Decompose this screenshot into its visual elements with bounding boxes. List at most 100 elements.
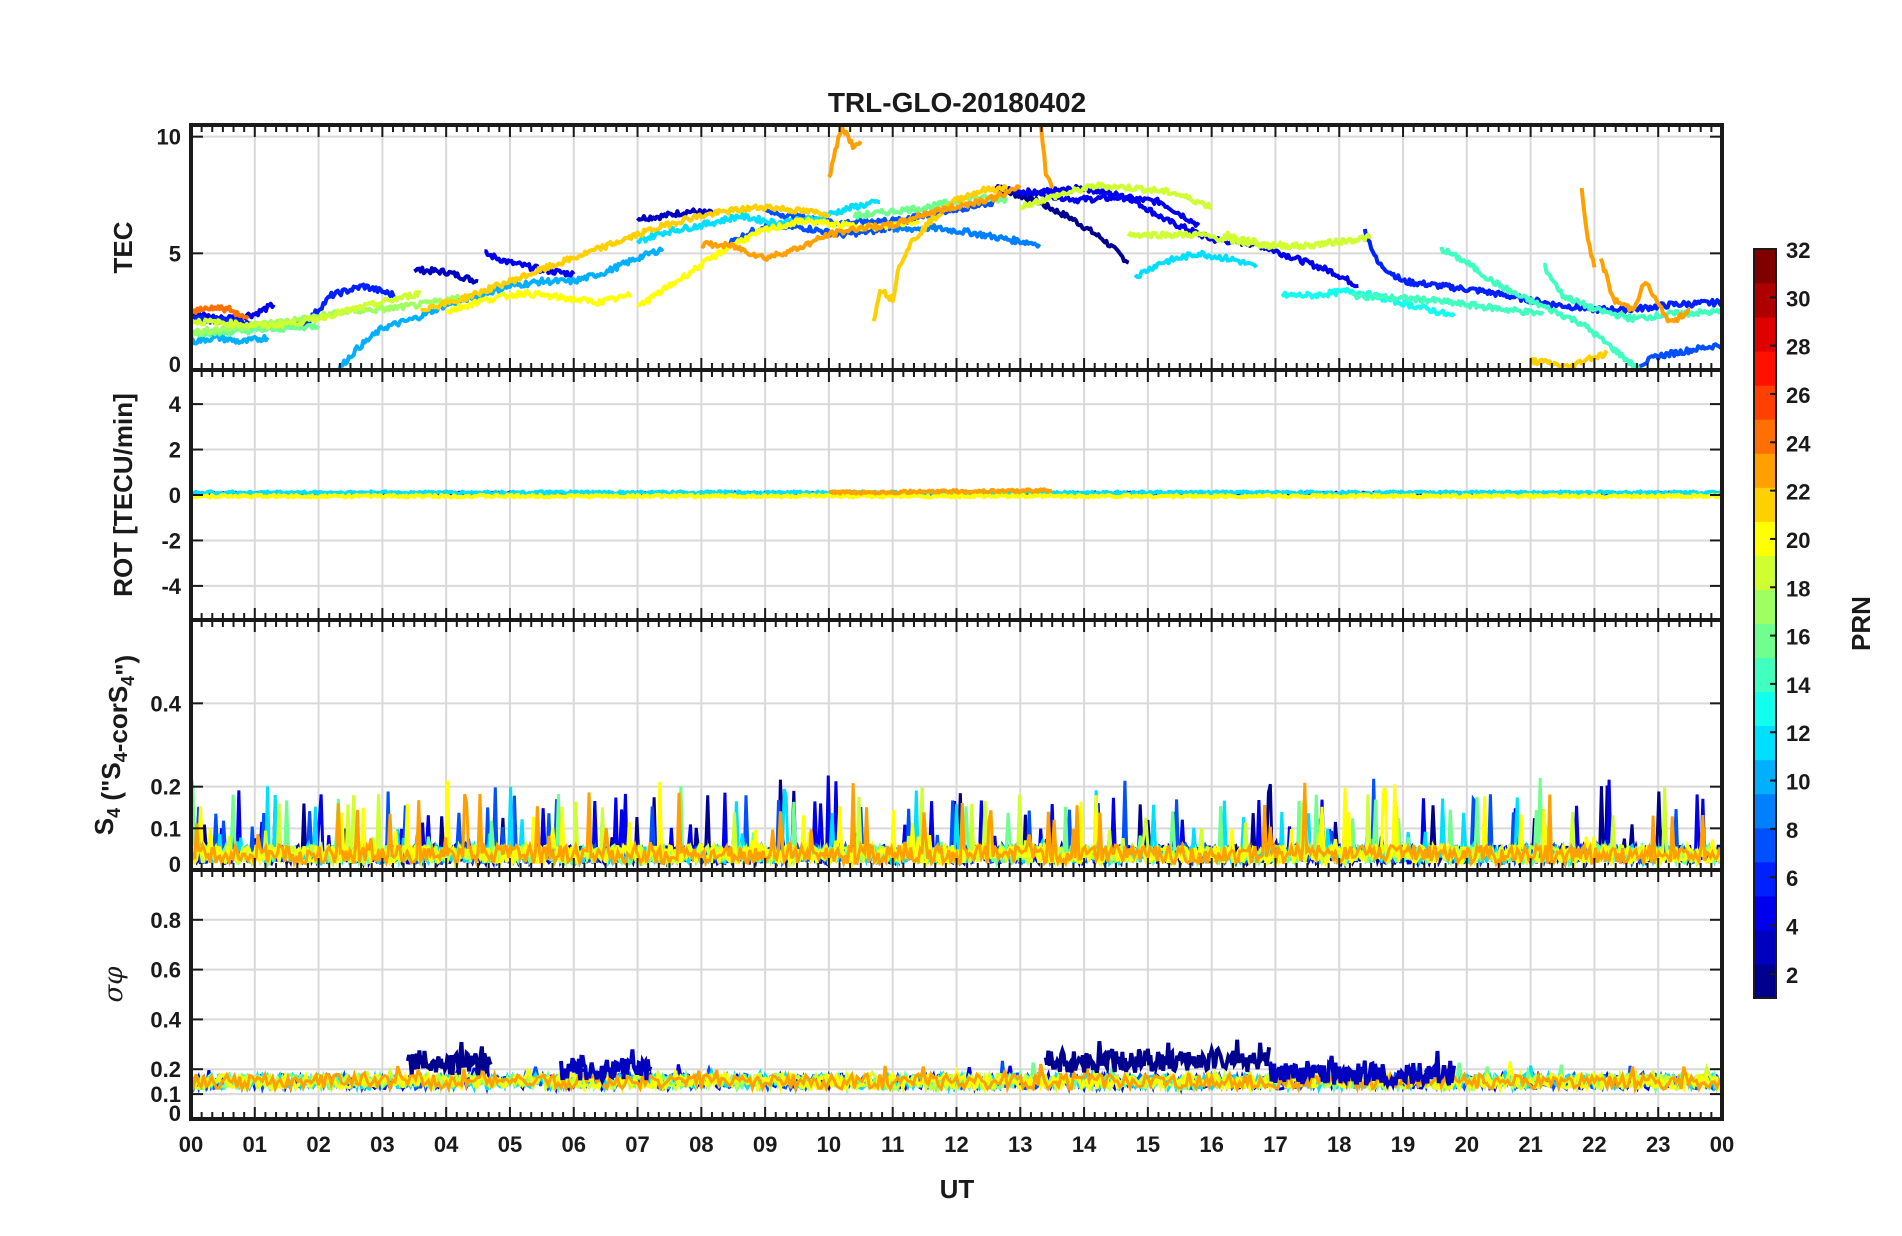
colorbar-swatch	[1754, 283, 1776, 318]
y-axis-label-part: ")	[110, 655, 140, 676]
colorbar-tick-label: 2	[1786, 963, 1798, 988]
series-line-prn-20	[191, 492, 1722, 500]
series-line-prn-3	[636, 207, 715, 223]
colorbar-swatch	[1754, 487, 1776, 522]
y-axis-label-part: 4	[111, 752, 131, 762]
series-line-prn-18	[191, 290, 422, 330]
y-tick-label: 0.4	[150, 691, 181, 716]
x-tick-label: 17	[1263, 1132, 1287, 1157]
series-line-prn-23	[191, 1063, 1722, 1095]
x-tick-label: 12	[944, 1132, 968, 1157]
series-line-prn-23	[827, 125, 863, 179]
series-line-prn-2	[1043, 1039, 1272, 1076]
x-tick-label: 20	[1455, 1132, 1479, 1157]
colorbar-tick-label: 28	[1786, 335, 1810, 360]
colorbar-tick-label: 20	[1786, 528, 1810, 553]
x-tick-label: 10	[817, 1132, 841, 1157]
panel-s4: 00.10.20.4S4 ("S4-corS4")	[89, 618, 1724, 877]
colorbar-swatch	[1754, 317, 1776, 352]
colorbar-frame	[1753, 248, 1777, 999]
x-tick-label: 02	[306, 1132, 330, 1157]
colorbar-swatch	[1754, 453, 1776, 488]
y-tick-label: 0.2	[150, 775, 181, 800]
y-axis-label-part: -corS	[103, 686, 133, 752]
colorbar-swatch	[1754, 963, 1776, 999]
series-line-prn-16	[852, 193, 1009, 220]
series-line-prn-12	[635, 198, 881, 245]
series-line-prn-5	[994, 184, 1201, 228]
y-tick-label: 10	[157, 125, 181, 150]
colorbar-swatch	[1754, 929, 1776, 965]
x-tick-label: 06	[562, 1132, 586, 1157]
x-tick-label: 13	[1008, 1132, 1032, 1157]
y-tick-label: 0.8	[150, 908, 181, 933]
series-group	[191, 125, 1722, 370]
series-line-prn-9	[892, 222, 1042, 249]
series-group	[191, 487, 1722, 500]
colorbar-tick-label: 10	[1786, 770, 1810, 795]
x-tick-label: 22	[1582, 1132, 1606, 1157]
colorbar-swatch	[1754, 657, 1776, 693]
y-axis-label-part: 4	[104, 808, 124, 818]
y-tick-label: -4	[161, 574, 181, 599]
colorbar-swatch	[1754, 419, 1776, 454]
series-line-prn-22	[1530, 349, 1609, 370]
y-tick-label: 0	[169, 483, 181, 508]
colorbar-tick-label: 4	[1786, 915, 1799, 940]
colorbar-tick-label: 22	[1786, 480, 1810, 505]
series-group	[191, 775, 1722, 870]
series-line-prn-8	[1630, 342, 1722, 370]
series-line-prn-23	[700, 184, 1022, 262]
colorbar-label: PRN	[1846, 596, 1876, 651]
y-axis-label-tec: TEC	[108, 221, 138, 273]
series-line-prn-11	[1133, 249, 1258, 280]
series-line-prn-13	[1280, 287, 1456, 318]
y-axis-label-sigma-phi: σφ	[99, 966, 129, 1003]
colorbar-tick-label: 14	[1786, 673, 1811, 698]
series-line-prn-3	[413, 265, 479, 285]
colorbar-tick-label: 32	[1786, 238, 1810, 263]
colorbar-swatch	[1754, 385, 1776, 420]
y-tick-label: 0.1	[150, 1082, 181, 1107]
y-tick-label: 4	[169, 392, 182, 417]
colorbar-tick-label: 26	[1786, 383, 1810, 408]
series-line-prn-5	[484, 249, 576, 279]
y-tick-label: 0	[169, 1101, 181, 1126]
colorbar-swatch	[1754, 249, 1776, 284]
series-group	[191, 1039, 1722, 1095]
colorbar-swatch	[1754, 555, 1776, 590]
x-tick-label: 23	[1646, 1132, 1670, 1157]
colorbar-tick-label: 16	[1786, 625, 1810, 650]
colorbar-tick-label: 24	[1786, 431, 1811, 456]
x-tick-label: 16	[1199, 1132, 1223, 1157]
x-tick-label: 09	[753, 1132, 777, 1157]
y-tick-label: 0.4	[150, 1007, 181, 1032]
colorbar-swatch	[1754, 895, 1776, 931]
colorbar-swatch	[1754, 793, 1776, 829]
y-tick-label: 0.6	[150, 958, 181, 983]
series-line-prn-19	[1222, 230, 1372, 251]
colorbar-swatch	[1754, 759, 1776, 795]
x-tick-label: 11	[881, 1132, 904, 1157]
y-axis-label-s4: S4 ("S4-corS4")	[89, 655, 140, 835]
panel-tec: 0 5 10 TEC	[108, 123, 1724, 377]
colorbar-swatch	[1754, 623, 1776, 659]
x-tick-label: 00	[1710, 1132, 1734, 1157]
x-tick-label: 14	[1072, 1132, 1097, 1157]
series-line-prn-2	[405, 1041, 493, 1076]
x-tick-label: 05	[498, 1132, 522, 1157]
y-tick-label: 0.2	[150, 1057, 181, 1082]
y-tick-label: 0.1	[150, 816, 181, 841]
series-line-prn-15	[1542, 262, 1722, 323]
series-line-prn-20	[445, 289, 632, 315]
colorbar-tick-label: 12	[1786, 721, 1810, 746]
y-tick-label: 0	[169, 852, 181, 877]
series-line-prn-14	[1351, 291, 1545, 317]
x-tick-label: 07	[625, 1132, 649, 1157]
colorbar-tick-label: 8	[1786, 818, 1798, 843]
colorbar-swatch	[1754, 521, 1776, 556]
x-tick-label: 15	[1136, 1132, 1160, 1157]
